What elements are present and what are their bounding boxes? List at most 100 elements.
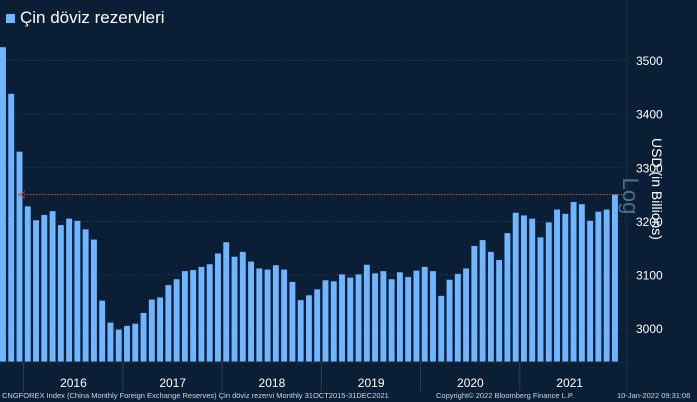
bar <box>496 259 503 362</box>
bar <box>57 225 64 362</box>
bar <box>363 264 370 362</box>
bar <box>537 237 544 362</box>
bar <box>190 270 197 362</box>
bar <box>388 279 395 362</box>
y-tick-labels: 3000 3100 3200 3300 3400 3500 <box>636 54 663 336</box>
bar <box>339 274 345 362</box>
y-tick-label: 3200 <box>636 215 663 229</box>
bar <box>223 242 230 362</box>
bar <box>115 329 122 362</box>
bar <box>256 268 263 362</box>
bar <box>33 220 39 362</box>
bar <box>463 268 470 362</box>
bar <box>529 218 536 362</box>
bar <box>281 269 288 362</box>
legend-swatch <box>6 13 15 23</box>
bar <box>0 47 6 363</box>
x-tick-label: 2021 <box>556 376 583 390</box>
bar <box>380 271 387 362</box>
y-tick-label: 3400 <box>636 108 663 122</box>
log-scale-label-text: Log <box>618 177 643 215</box>
reference-arrow <box>17 191 26 199</box>
bar <box>314 289 321 362</box>
bar <box>512 212 519 362</box>
bar <box>181 271 188 362</box>
bar <box>107 322 114 362</box>
bar <box>562 213 569 362</box>
bar <box>595 211 602 362</box>
bar <box>305 295 312 362</box>
bar <box>165 285 172 362</box>
bar <box>16 151 23 362</box>
bar <box>264 269 271 362</box>
y-tick-label: 3100 <box>636 268 663 282</box>
bar <box>8 93 15 362</box>
bar <box>173 279 180 362</box>
bar <box>446 279 453 362</box>
bar <box>347 277 354 362</box>
bar <box>289 281 296 362</box>
bar <box>521 215 527 362</box>
x-tick-label: 2016 <box>60 376 87 390</box>
bars <box>0 47 618 363</box>
bar <box>611 194 618 362</box>
bar <box>587 220 594 362</box>
y-tick-label: 3000 <box>636 322 663 336</box>
bar <box>504 233 511 362</box>
bar <box>66 218 73 362</box>
bar <box>148 299 155 362</box>
bar <box>239 251 246 362</box>
bar <box>471 245 478 362</box>
footer: CNGFOREX Index (China Monthly Foreign Ex… <box>0 391 697 402</box>
bar <box>140 312 147 362</box>
bar <box>430 271 436 362</box>
bar <box>198 266 205 362</box>
bar <box>231 256 238 362</box>
bar <box>157 297 164 362</box>
bar <box>603 209 610 362</box>
y-tick-label: 3300 <box>636 161 663 175</box>
bar <box>74 220 81 362</box>
bar <box>396 272 403 362</box>
bar <box>24 206 31 362</box>
y-axis-label-text: USD (in Billions) <box>649 138 665 240</box>
x-tick-label: 2020 <box>457 376 484 390</box>
bar <box>554 209 560 362</box>
x-tick-labels: 2016 2017 2018 2019 2020 2021 <box>23 362 583 391</box>
bar <box>355 274 362 362</box>
bar <box>438 295 445 362</box>
bar <box>99 300 106 362</box>
legend-label: Çin döviz rezervleri <box>20 8 165 27</box>
footer-ticker: CNGFOREX Index (China Monthly Foreign Ex… <box>2 391 389 400</box>
footer-timestamp: 10-Jan-2022 09:31:06 <box>617 391 691 400</box>
bar <box>479 240 486 362</box>
y-tick-label: 3500 <box>636 54 663 68</box>
bar <box>545 222 552 362</box>
bar <box>49 211 56 362</box>
bar <box>215 253 221 362</box>
bar <box>124 325 130 362</box>
bar <box>330 281 337 362</box>
x-tick-label: 2019 <box>358 376 385 390</box>
footer-copyright: Copyright© 2022 Bloomberg Finance L.P. <box>436 391 574 400</box>
bar <box>132 323 139 362</box>
bar <box>570 202 577 362</box>
x-tick-label: 2018 <box>259 376 286 390</box>
bar <box>297 300 304 362</box>
bar <box>578 204 585 362</box>
bar <box>82 229 89 362</box>
bar <box>421 266 428 362</box>
bar <box>372 273 379 362</box>
bar <box>413 270 420 362</box>
bar <box>272 265 279 362</box>
bar <box>487 251 494 362</box>
bar <box>248 261 254 362</box>
bar <box>206 264 213 362</box>
bar <box>90 239 97 362</box>
bar <box>322 280 329 362</box>
x-tick-label: 2017 <box>159 376 186 390</box>
legend: Çin döviz rezervleri <box>6 8 165 28</box>
bar <box>405 277 412 362</box>
bar <box>454 273 461 362</box>
